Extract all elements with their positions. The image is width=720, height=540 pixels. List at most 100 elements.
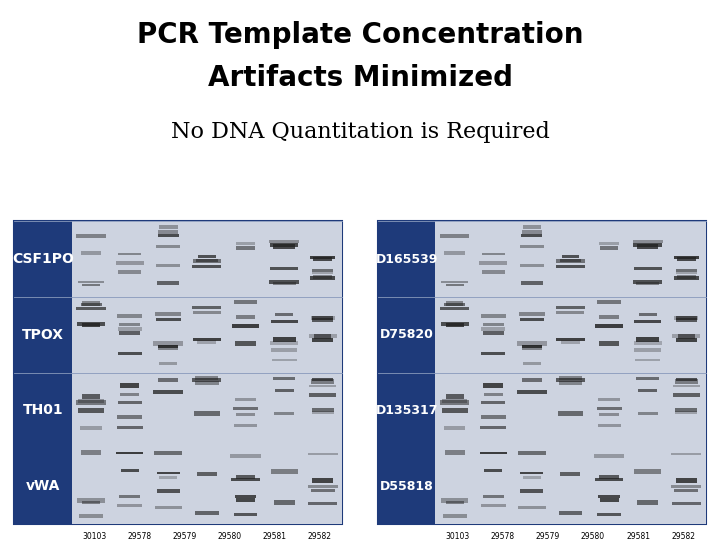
Bar [76,234,106,238]
Bar [560,472,580,476]
Bar [595,477,624,481]
Bar [310,276,336,280]
Bar [600,498,618,502]
Bar [78,399,104,403]
Bar [441,281,468,284]
Bar [195,376,218,380]
Bar [192,379,221,382]
Bar [441,408,467,413]
Bar [678,334,695,339]
Bar [638,389,657,392]
Bar [271,359,297,361]
Bar [193,339,221,341]
Bar [522,378,542,382]
Bar [520,318,544,321]
Bar [311,316,335,320]
Bar [159,476,178,479]
Bar [77,498,104,503]
Bar [309,334,337,339]
Bar [120,323,140,327]
Bar [117,352,142,355]
Bar [82,501,100,504]
Bar [312,379,333,381]
Text: 29579: 29579 [536,532,560,540]
Bar [673,384,700,387]
Bar [598,495,620,498]
Bar [521,471,544,475]
Bar [269,280,299,284]
Bar [446,301,464,306]
Bar [312,318,333,322]
Bar [482,332,504,335]
Bar [440,401,469,405]
Bar [483,383,503,388]
Bar [271,348,297,352]
Text: 29582: 29582 [307,532,331,540]
Bar [78,281,104,284]
Bar [275,313,293,316]
Bar [79,514,103,518]
Bar [117,327,142,331]
Bar [634,244,662,247]
Bar [313,256,333,261]
Bar [235,341,256,346]
Bar [157,471,180,475]
Bar [557,339,585,341]
Bar [158,230,179,234]
Bar [77,321,105,326]
Bar [273,377,295,380]
Text: TH01: TH01 [23,403,63,417]
Bar [312,316,333,320]
Bar [236,246,255,249]
Text: 29581: 29581 [262,532,287,540]
Bar [595,324,623,328]
Bar [443,514,467,518]
Bar [195,381,219,385]
Bar [441,321,469,326]
Bar [598,513,621,516]
Bar [483,495,503,498]
Bar [672,393,700,397]
Bar [14,221,342,524]
Bar [481,504,506,507]
Bar [523,476,541,479]
Bar [599,413,619,416]
Bar [158,378,179,382]
Bar [522,345,542,349]
Bar [193,310,221,314]
Bar [197,472,217,476]
Bar [521,233,542,237]
Bar [442,399,467,403]
Bar [599,242,618,245]
Bar [482,253,505,255]
Bar [158,345,179,349]
Bar [274,412,294,415]
Text: 29582: 29582 [671,532,695,540]
Bar [273,337,296,342]
Text: CSF1PO: CSF1PO [12,252,74,266]
Text: 29579: 29579 [172,532,197,540]
Bar [600,246,618,249]
Bar [120,469,139,472]
Bar [517,341,546,346]
Bar [676,269,697,272]
Bar [675,411,697,414]
Bar [633,240,663,243]
Bar [517,390,546,394]
Bar [157,281,179,285]
Bar [444,426,465,430]
Bar [676,269,697,274]
Bar [234,300,257,303]
Bar [559,376,582,380]
Bar [559,259,581,262]
Text: PCR Template Concentration: PCR Template Concentration [137,21,583,49]
Bar [274,389,294,392]
Bar [232,324,259,328]
Bar [192,259,221,262]
Bar [378,221,706,524]
Bar [482,271,505,274]
Bar [156,318,181,321]
Bar [155,506,182,509]
Bar [558,411,583,416]
Bar [676,338,697,342]
